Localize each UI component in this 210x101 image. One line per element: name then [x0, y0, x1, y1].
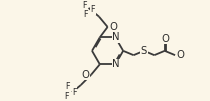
Text: F: F: [66, 82, 70, 91]
Text: F: F: [91, 5, 95, 14]
Text: N: N: [112, 32, 120, 42]
Text: S: S: [141, 46, 147, 56]
Text: F: F: [82, 1, 87, 10]
Text: O: O: [81, 70, 89, 80]
Text: O: O: [176, 50, 184, 60]
Text: N: N: [112, 59, 120, 69]
Text: F: F: [64, 92, 68, 101]
Text: O: O: [109, 22, 117, 32]
Text: O: O: [161, 34, 169, 44]
Text: F: F: [72, 87, 77, 97]
Text: F: F: [84, 10, 88, 19]
